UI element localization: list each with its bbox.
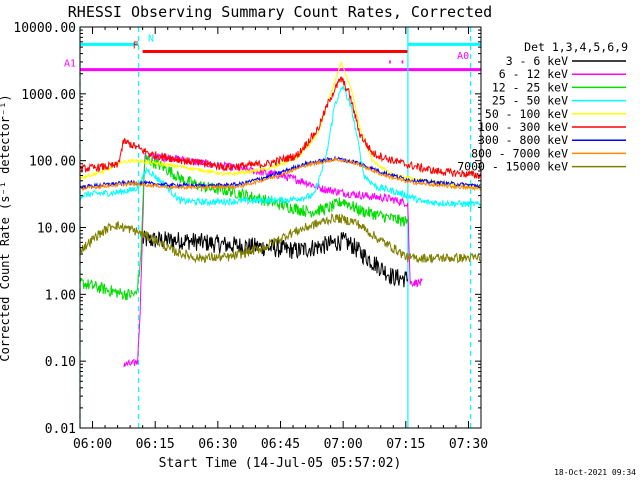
legend-label: 800 - 7000 keV	[471, 146, 568, 160]
y-tick-label: 1.00	[45, 288, 76, 303]
legend-title: Det 1,3,4,5,6,9	[524, 40, 628, 54]
x-tick-label: 07:15	[386, 437, 425, 452]
legend-label: 300 - 800 keV	[478, 133, 568, 147]
y-axis: 0.01 0.10 1.00 10.00 100.00 1000.00 10000.00	[13, 21, 481, 437]
series-line	[79, 85, 481, 208]
legend-label: 25 - 50 keV	[492, 94, 568, 108]
series-line	[79, 157, 481, 192]
flag-label: A0	[457, 51, 469, 62]
chart-title: RHESSI Observing Summary Count Rates, Co…	[68, 3, 492, 21]
series-line	[79, 155, 481, 190]
legend-label: 100 - 300 keV	[478, 120, 568, 134]
x-tick-label: 07:30	[449, 437, 488, 452]
legend-label: 50 - 100 keV	[485, 107, 568, 121]
y-axis-label: Corrected Count Rate (s⁻¹ detector⁻¹)	[0, 94, 12, 361]
footer-timestamp: 18-Oct-2021 09:34	[554, 468, 636, 477]
x-tick-label: 06:30	[198, 437, 237, 452]
flag-label: F	[133, 40, 139, 51]
instrument-flags: NF A0 A1	[64, 33, 481, 72]
series-line	[142, 230, 409, 288]
y-tick-label: 0.10	[45, 355, 76, 370]
series-line	[79, 76, 481, 180]
y-tick-label: 10.00	[37, 222, 76, 237]
series-line	[79, 212, 481, 264]
x-tick-label: 06:00	[73, 437, 112, 452]
x-tick-label: 06:45	[261, 437, 300, 452]
series-line	[79, 61, 481, 190]
y-tick-label: 1000.00	[21, 88, 76, 103]
x-axis: 06:00 06:15 06:30 06:45 07:00 07:15 07:30	[73, 27, 488, 452]
x-tick-label: 07:00	[324, 437, 363, 452]
x-axis-label: Start Time (14-Jul-05 05:57:02)	[159, 456, 402, 471]
series-line	[79, 154, 409, 301]
series-group	[79, 61, 481, 368]
flag-label: A1	[64, 59, 76, 70]
y-tick-label: 10000.00	[13, 21, 76, 36]
flag-label: N	[148, 33, 154, 44]
y-tick-label: 0.01	[45, 422, 76, 437]
legend-label: 3 - 6 keV	[506, 54, 568, 68]
legend-label: 7000 - 15000 keV	[457, 160, 568, 174]
x-tick-label: 06:15	[136, 437, 175, 452]
legend-label: 6 - 12 keV	[499, 67, 568, 81]
y-tick-label: 100.00	[29, 155, 76, 170]
legend-label: 12 - 25 keV	[492, 80, 568, 94]
